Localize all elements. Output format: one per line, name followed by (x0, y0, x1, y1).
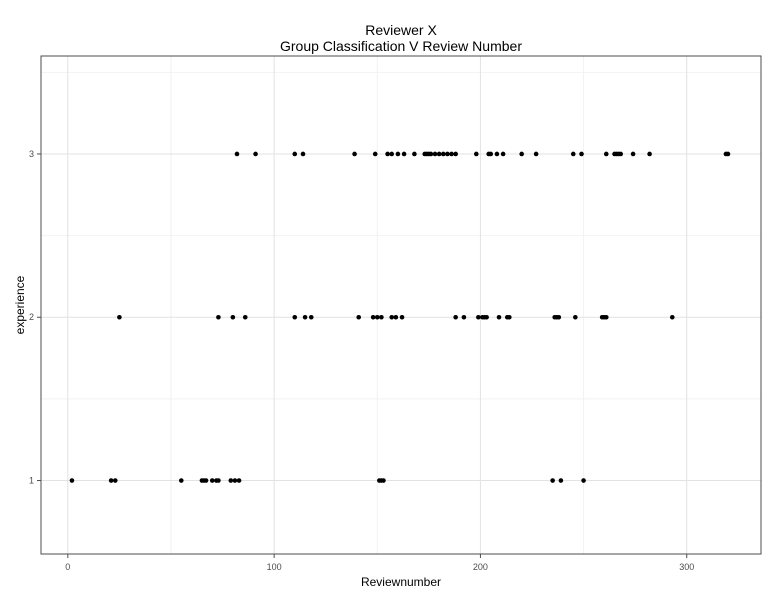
x-axis: 0 100 200 300 (65, 562, 694, 572)
data-point (533, 151, 539, 157)
chart-subtitle: Group Classification V Review Number (280, 38, 522, 54)
data-point (603, 151, 609, 157)
data-point (381, 478, 386, 483)
data-point (445, 151, 450, 157)
data-point (234, 151, 240, 157)
data-point (209, 478, 215, 483)
data-point (581, 478, 586, 483)
data-point (494, 151, 500, 157)
data-point (302, 314, 308, 320)
data-point (570, 151, 576, 157)
y-axis-label: experience (13, 275, 27, 334)
data-point (230, 314, 236, 320)
data-point (474, 151, 479, 157)
data-point (242, 314, 248, 320)
data-point (401, 151, 407, 157)
data-point (558, 478, 564, 483)
data-point (178, 478, 184, 483)
data-point (461, 314, 467, 320)
data-point (379, 314, 384, 320)
data-point (630, 151, 636, 157)
x-tick-label: 100 (267, 562, 282, 572)
data-point (236, 478, 242, 483)
data-point (440, 151, 446, 157)
data-point (372, 151, 378, 157)
data-point (432, 151, 438, 157)
data-point (352, 151, 357, 157)
data-point (385, 151, 390, 157)
data-point (203, 478, 209, 483)
data-point (647, 151, 652, 157)
data-point (356, 314, 362, 320)
data-point (308, 314, 314, 320)
data-point (228, 478, 234, 483)
y-tick-label: 2 (29, 312, 34, 322)
x-tick-label: 0 (65, 562, 70, 572)
data-point (603, 314, 609, 320)
data-point (550, 478, 555, 483)
data-point (428, 151, 434, 157)
data-point (412, 151, 417, 157)
data-point (488, 151, 494, 157)
data-point (395, 151, 401, 157)
data-point (232, 478, 238, 483)
data-point (300, 151, 306, 157)
data-point (449, 151, 454, 157)
data-point (108, 478, 114, 483)
data-point (389, 151, 395, 157)
y-tick-label: 1 (29, 476, 34, 486)
data-point (393, 314, 399, 320)
chart-title: Reviewer X (365, 22, 437, 38)
data-point (292, 151, 298, 157)
data-point (573, 314, 578, 320)
data-point (374, 314, 380, 320)
data-point (519, 151, 524, 157)
data-point (112, 478, 118, 483)
data-point (370, 314, 376, 320)
data-point (216, 314, 221, 320)
plot-panel-border (40, 55, 762, 555)
x-axis-label: Reviewnumber (361, 575, 441, 589)
y-tick-label: 3 (29, 149, 34, 159)
data-point (496, 314, 502, 320)
data-point (500, 151, 506, 157)
data-point (579, 151, 584, 157)
y-axis: 1 2 3 (29, 149, 34, 486)
data-point (484, 314, 489, 320)
data-point (476, 314, 481, 320)
data-point (453, 314, 458, 320)
data-point (292, 314, 298, 320)
data-point (436, 151, 442, 157)
data-point (618, 151, 624, 157)
data-point (725, 151, 731, 157)
x-tick-label: 200 (473, 562, 488, 572)
data-point (556, 314, 562, 320)
data-point (216, 478, 221, 483)
data-point (117, 314, 122, 320)
x-tick-label: 300 (679, 562, 694, 572)
data-point (507, 314, 512, 320)
data-point (399, 314, 405, 320)
data-point (453, 151, 458, 157)
data-point (253, 151, 258, 157)
data-points (69, 151, 731, 483)
data-point (69, 478, 75, 483)
data-point (669, 314, 675, 320)
data-point (389, 314, 395, 320)
